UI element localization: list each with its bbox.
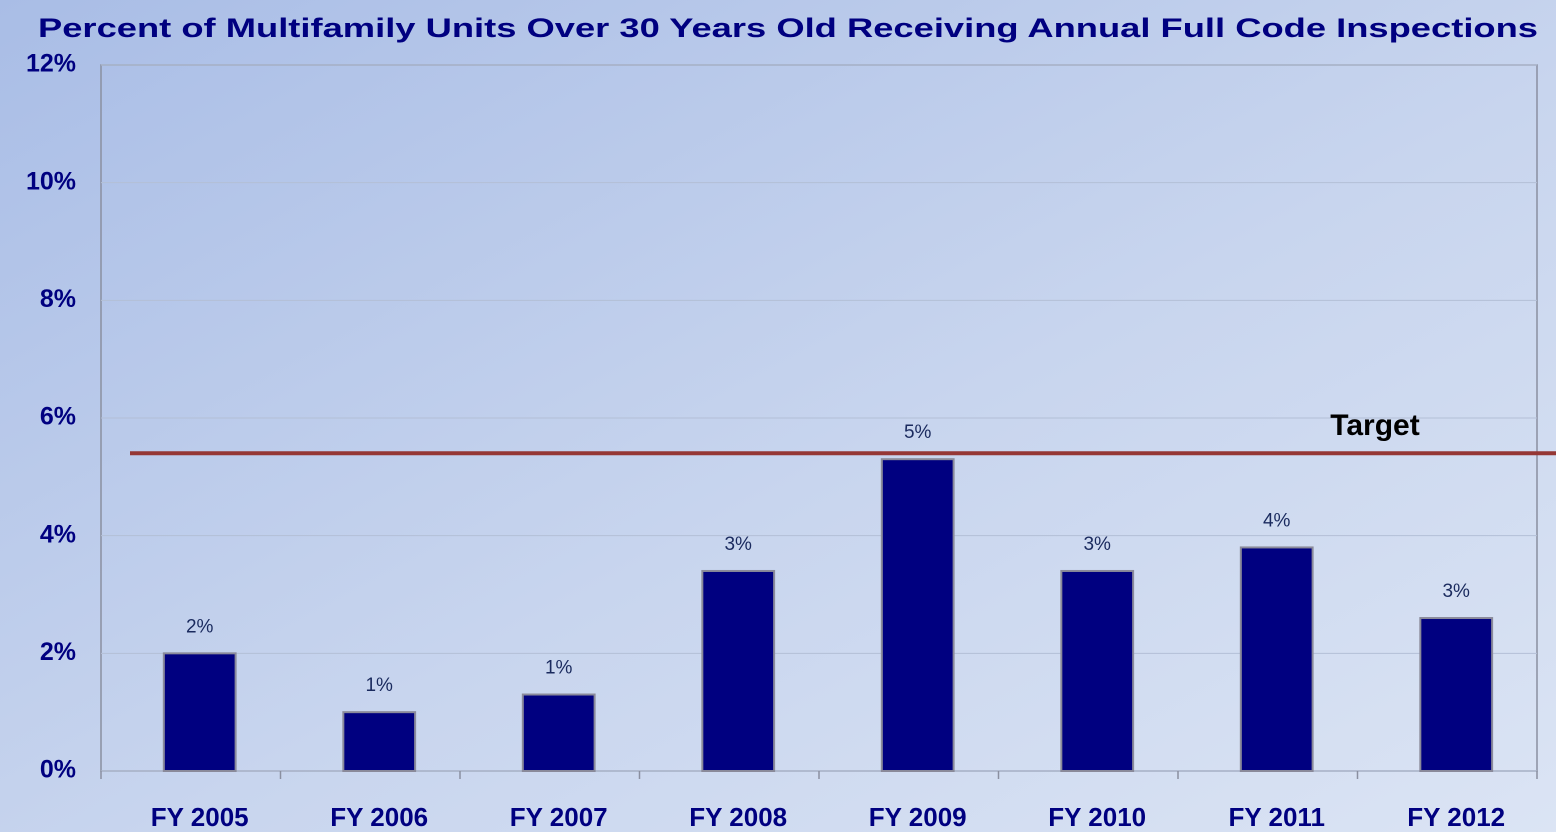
value-label: 3% xyxy=(724,534,752,555)
value-label: 1% xyxy=(545,658,573,679)
bar xyxy=(162,652,237,772)
bar xyxy=(701,569,776,773)
y-tick-label: 2% xyxy=(40,638,76,666)
bar xyxy=(521,693,596,772)
bar xyxy=(342,711,417,773)
y-tick-label: 8% xyxy=(40,285,76,313)
bar xyxy=(1060,569,1135,773)
x-tick-label: FY 2011 xyxy=(1229,802,1325,832)
bar xyxy=(1419,617,1494,772)
value-label: 5% xyxy=(904,422,932,443)
value-label: 3% xyxy=(1442,581,1470,602)
x-tick-label: FY 2012 xyxy=(1407,802,1505,832)
target-label: Target xyxy=(1330,409,1419,442)
y-tick-label: 12% xyxy=(26,50,76,78)
x-tick-label: FY 2008 xyxy=(689,802,787,832)
value-label: 1% xyxy=(365,675,393,696)
value-label: 3% xyxy=(1083,534,1111,555)
x-tick-label: FY 2009 xyxy=(869,802,967,832)
value-label: 2% xyxy=(186,616,214,637)
bar xyxy=(880,458,955,772)
chart-title: Percent of Multifamily Units Over 30 Yea… xyxy=(38,13,1538,43)
x-tick-label: FY 2006 xyxy=(330,802,428,832)
y-tick-label: 10% xyxy=(26,167,76,195)
bar xyxy=(1239,546,1314,773)
value-label: 4% xyxy=(1263,510,1291,531)
x-tick-label: FY 2007 xyxy=(510,802,608,832)
y-tick-label: 4% xyxy=(40,520,76,548)
x-tick-label: FY 2010 xyxy=(1048,802,1146,832)
y-tick-label: 6% xyxy=(40,403,76,431)
x-tick-label: FY 2005 xyxy=(151,802,249,832)
y-tick-label: 0% xyxy=(40,756,76,784)
